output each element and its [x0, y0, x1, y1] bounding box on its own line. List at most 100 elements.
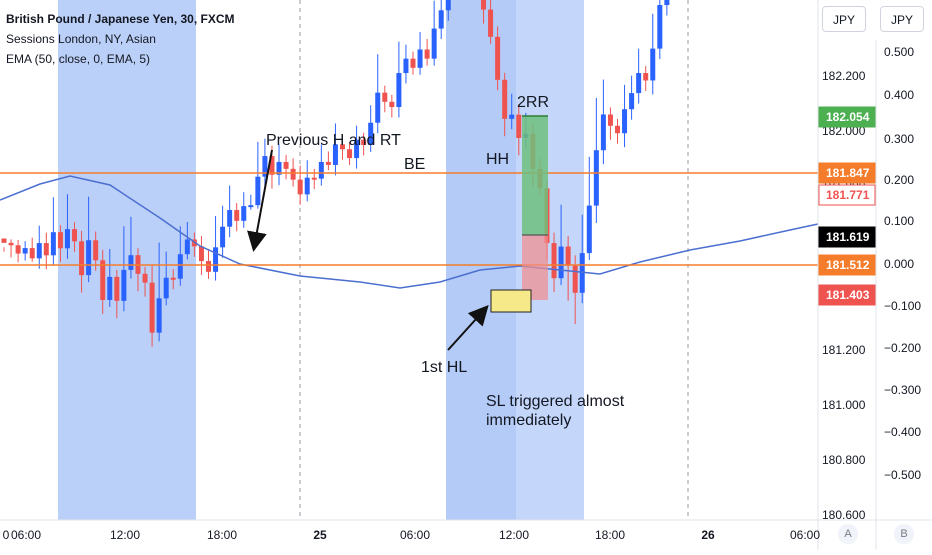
symbol-title[interactable]: British Pound / Japanese Yen, 30, FXCM [6, 12, 235, 26]
candle-body [64, 229, 70, 249]
candle-body [481, 0, 487, 10]
annotation-hh: HH [486, 151, 509, 168]
candle-body [622, 109, 628, 134]
price-tag-bg [818, 106, 876, 128]
candle-body [615, 125, 620, 134]
sessions-indicator-legend[interactable]: Sessions London, NY, Asian [6, 32, 156, 46]
candle-body [607, 114, 613, 126]
candle-body [50, 232, 56, 256]
candle-body [325, 161, 331, 165]
candle-body [424, 49, 430, 59]
ratio-axis-label: −0.100 [884, 299, 921, 313]
ratio-axis-label: −0.200 [884, 341, 921, 355]
ratio-axis-label: 0.200 [884, 173, 914, 187]
price-tag-label: 181.771 [826, 188, 870, 202]
currency-button-right[interactable]: JPY [880, 6, 924, 32]
candle-body [664, 0, 670, 6]
price-tag[interactable]: 181.619 [818, 226, 876, 248]
candle-body [290, 168, 296, 180]
candle-body [198, 246, 204, 262]
candle-body [572, 265, 578, 293]
candle-body [276, 161, 282, 175]
candle-body [509, 114, 515, 119]
auto-scale-button[interactable]: A [838, 524, 858, 544]
candle-body [36, 243, 42, 259]
annotation-1st-hl: 1st HL [421, 359, 467, 376]
price-tag[interactable]: 181.512 [818, 254, 876, 276]
candle-body [297, 179, 303, 195]
price-tag-bg [818, 162, 876, 184]
candle-body [262, 156, 268, 177]
candle-body [445, 0, 451, 11]
ratio-axis-label: 0.300 [884, 132, 914, 146]
candle-body [495, 36, 501, 80]
price-tag[interactable]: 181.403 [818, 284, 876, 306]
annotation-sl-line2: immediately [486, 412, 571, 429]
price-tag-label: 181.619 [826, 230, 870, 244]
currency-button-left[interactable]: JPY [822, 6, 866, 32]
candle-body [72, 229, 78, 242]
candle-body [516, 114, 522, 139]
price-tag-label: 181.512 [826, 258, 870, 272]
time-axis-label: 06:00 [400, 528, 430, 542]
ema-indicator-legend[interactable]: EMA (50, close, 0, EMA, 5) [6, 52, 151, 66]
candle-body [184, 239, 190, 255]
scale-b-button[interactable]: B [894, 524, 914, 544]
candle-body [114, 276, 120, 301]
stop-zone [522, 235, 548, 300]
session-shade-0 [58, 0, 196, 520]
candle-body [347, 149, 353, 159]
candle-body [248, 205, 254, 208]
price-tag[interactable]: 181.771 [818, 184, 876, 206]
price-tag[interactable]: 181.847 [818, 162, 876, 184]
ratio-axis-label: 0.500 [884, 45, 914, 59]
candle-body [100, 260, 106, 300]
annotation-be: BE [404, 156, 425, 173]
candle-body [339, 144, 345, 150]
candle-body [15, 245, 21, 254]
higher-low-box [490, 289, 532, 313]
ratio-axis-label: 0.400 [884, 88, 914, 102]
time-axis-label: 12:00 [499, 528, 529, 542]
price-tag-bg [818, 226, 876, 248]
candle-body [170, 277, 176, 280]
ratio-axis-label: 0.100 [884, 214, 914, 228]
price-tag[interactable]: 182.054 [818, 106, 876, 128]
price-tag-bg [818, 284, 876, 306]
candle-body [29, 248, 35, 259]
candle-body [657, 5, 663, 49]
candle-body [107, 276, 113, 300]
candle-body [368, 122, 374, 145]
target-zone [522, 116, 548, 235]
candle-body [558, 246, 564, 279]
previous-high-arrow [247, 149, 273, 252]
time-axis-label: 25 [313, 528, 327, 542]
candle-body [332, 144, 338, 165]
time-axis-label: 18:00 [207, 528, 237, 542]
candle-body [375, 92, 381, 123]
candle-body [593, 150, 599, 206]
candle-body [502, 79, 508, 119]
candle-body [22, 248, 28, 254]
candle-body [93, 240, 99, 261]
annotation-sl-line1: SL triggered almost [486, 393, 625, 410]
candle-body [643, 73, 649, 81]
price-axis-label: 181.200 [822, 343, 866, 357]
price-tag-label: 181.847 [826, 166, 870, 180]
annotation-2rr: 2RR [517, 94, 549, 111]
price-axis-label: 180.800 [822, 453, 866, 467]
candle-body [149, 282, 155, 333]
candle-body [234, 210, 240, 221]
candle-body [417, 49, 423, 68]
time-axis-label: 06:00 [790, 528, 820, 542]
time-axis-label: 18:00 [595, 528, 625, 542]
candle-body [1, 238, 7, 243]
candle-body [241, 206, 247, 221]
candle-body [636, 73, 642, 94]
candle-body [57, 232, 63, 249]
candle-body [431, 28, 437, 59]
candle-body [389, 101, 395, 108]
candle-body [304, 177, 310, 195]
